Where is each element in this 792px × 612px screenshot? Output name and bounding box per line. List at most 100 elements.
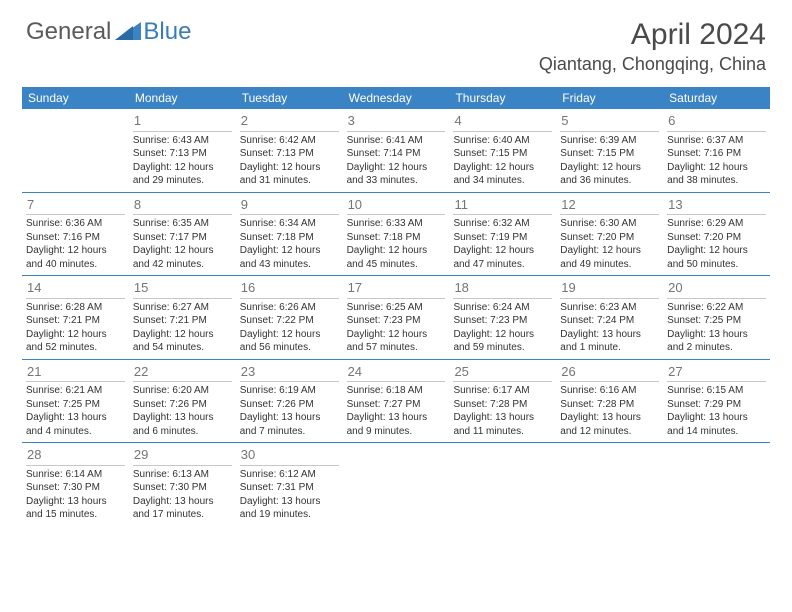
sunset-line: Sunset: 7:26 PM bbox=[240, 398, 339, 412]
calendar-day-cell: 29Sunrise: 6:13 AMSunset: 7:30 PMDayligh… bbox=[129, 443, 236, 526]
brand-logo: General Blue bbox=[26, 18, 191, 46]
sunrise-line: Sunrise: 6:27 AM bbox=[133, 301, 232, 315]
daylight-line: Daylight: 13 hours and 7 minutes. bbox=[240, 411, 339, 438]
sunset-line: Sunset: 7:13 PM bbox=[133, 147, 232, 161]
calendar-week-row: 21Sunrise: 6:21 AMSunset: 7:25 PMDayligh… bbox=[22, 360, 770, 444]
calendar-day-cell: 20Sunrise: 6:22 AMSunset: 7:25 PMDayligh… bbox=[663, 276, 770, 359]
calendar-week-row: 14Sunrise: 6:28 AMSunset: 7:21 PMDayligh… bbox=[22, 276, 770, 360]
calendar-day-cell: 30Sunrise: 6:12 AMSunset: 7:31 PMDayligh… bbox=[236, 443, 343, 526]
sunset-line: Sunset: 7:23 PM bbox=[453, 314, 552, 328]
calendar-day-cell: 2Sunrise: 6:42 AMSunset: 7:13 PMDaylight… bbox=[236, 109, 343, 192]
calendar-day-cell: 16Sunrise: 6:26 AMSunset: 7:22 PMDayligh… bbox=[236, 276, 343, 359]
daylight-line: Daylight: 12 hours and 45 minutes. bbox=[347, 244, 446, 271]
sunset-line: Sunset: 7:30 PM bbox=[26, 481, 125, 495]
sunset-line: Sunset: 7:18 PM bbox=[240, 231, 339, 245]
sunset-line: Sunset: 7:16 PM bbox=[667, 147, 766, 161]
sunrise-line: Sunrise: 6:42 AM bbox=[240, 134, 339, 148]
sunrise-line: Sunrise: 6:18 AM bbox=[347, 384, 446, 398]
daylight-line: Daylight: 12 hours and 38 minutes. bbox=[667, 161, 766, 188]
weekday-header-cell: Saturday bbox=[663, 87, 770, 109]
day-number: 3 bbox=[347, 111, 446, 132]
sunrise-line: Sunrise: 6:19 AM bbox=[240, 384, 339, 398]
day-number: 25 bbox=[453, 362, 552, 383]
sunrise-line: Sunrise: 6:33 AM bbox=[347, 217, 446, 231]
daylight-line: Daylight: 12 hours and 54 minutes. bbox=[133, 328, 232, 355]
calendar-day-cell: 15Sunrise: 6:27 AMSunset: 7:21 PMDayligh… bbox=[129, 276, 236, 359]
daylight-line: Daylight: 13 hours and 6 minutes. bbox=[133, 411, 232, 438]
page-header: General Blue April 2024 Qiantang, Chongq… bbox=[0, 0, 792, 83]
day-number: 1 bbox=[133, 111, 232, 132]
calendar-day-cell: 5Sunrise: 6:39 AMSunset: 7:15 PMDaylight… bbox=[556, 109, 663, 192]
day-number: 17 bbox=[347, 278, 446, 299]
daylight-line: Daylight: 12 hours and 33 minutes. bbox=[347, 161, 446, 188]
daylight-line: Daylight: 12 hours and 56 minutes. bbox=[240, 328, 339, 355]
daylight-line: Daylight: 13 hours and 19 minutes. bbox=[240, 495, 339, 522]
sunset-line: Sunset: 7:26 PM bbox=[133, 398, 232, 412]
calendar-day-cell: 9Sunrise: 6:34 AMSunset: 7:18 PMDaylight… bbox=[236, 193, 343, 276]
daylight-line: Daylight: 12 hours and 57 minutes. bbox=[347, 328, 446, 355]
daylight-line: Daylight: 13 hours and 9 minutes. bbox=[347, 411, 446, 438]
day-number: 28 bbox=[26, 445, 125, 466]
daylight-line: Daylight: 12 hours and 50 minutes. bbox=[667, 244, 766, 271]
sunrise-line: Sunrise: 6:40 AM bbox=[453, 134, 552, 148]
calendar-week-row: 7Sunrise: 6:36 AMSunset: 7:16 PMDaylight… bbox=[22, 193, 770, 277]
calendar-day-cell: 21Sunrise: 6:21 AMSunset: 7:25 PMDayligh… bbox=[22, 360, 129, 443]
day-number: 27 bbox=[667, 362, 766, 383]
sunrise-line: Sunrise: 6:21 AM bbox=[26, 384, 125, 398]
brand-part1: General bbox=[26, 18, 111, 46]
daylight-line: Daylight: 13 hours and 14 minutes. bbox=[667, 411, 766, 438]
day-number: 8 bbox=[133, 195, 232, 216]
day-number: 9 bbox=[240, 195, 339, 216]
calendar-day-cell: 22Sunrise: 6:20 AMSunset: 7:26 PMDayligh… bbox=[129, 360, 236, 443]
calendar-day-cell: 14Sunrise: 6:28 AMSunset: 7:21 PMDayligh… bbox=[22, 276, 129, 359]
daylight-line: Daylight: 13 hours and 2 minutes. bbox=[667, 328, 766, 355]
sunrise-line: Sunrise: 6:30 AM bbox=[560, 217, 659, 231]
sunset-line: Sunset: 7:14 PM bbox=[347, 147, 446, 161]
calendar-day-cell: 8Sunrise: 6:35 AMSunset: 7:17 PMDaylight… bbox=[129, 193, 236, 276]
sunrise-line: Sunrise: 6:39 AM bbox=[560, 134, 659, 148]
weekday-header-cell: Wednesday bbox=[343, 87, 450, 109]
daylight-line: Daylight: 12 hours and 43 minutes. bbox=[240, 244, 339, 271]
calendar-day-cell: 18Sunrise: 6:24 AMSunset: 7:23 PMDayligh… bbox=[449, 276, 556, 359]
calendar-day-cell: 7Sunrise: 6:36 AMSunset: 7:16 PMDaylight… bbox=[22, 193, 129, 276]
calendar-week-row: 1Sunrise: 6:43 AMSunset: 7:13 PMDaylight… bbox=[22, 109, 770, 193]
calendar-day-cell: 1Sunrise: 6:43 AMSunset: 7:13 PMDaylight… bbox=[129, 109, 236, 192]
calendar-day-cell: 13Sunrise: 6:29 AMSunset: 7:20 PMDayligh… bbox=[663, 193, 770, 276]
sunset-line: Sunset: 7:25 PM bbox=[667, 314, 766, 328]
sunrise-line: Sunrise: 6:29 AM bbox=[667, 217, 766, 231]
daylight-line: Daylight: 13 hours and 11 minutes. bbox=[453, 411, 552, 438]
sunrise-line: Sunrise: 6:43 AM bbox=[133, 134, 232, 148]
sunset-line: Sunset: 7:28 PM bbox=[453, 398, 552, 412]
sunset-line: Sunset: 7:20 PM bbox=[560, 231, 659, 245]
day-number: 22 bbox=[133, 362, 232, 383]
weekday-header-cell: Thursday bbox=[449, 87, 556, 109]
daylight-line: Daylight: 12 hours and 34 minutes. bbox=[453, 161, 552, 188]
day-number: 19 bbox=[560, 278, 659, 299]
sunrise-line: Sunrise: 6:14 AM bbox=[26, 468, 125, 482]
daylight-line: Daylight: 12 hours and 52 minutes. bbox=[26, 328, 125, 355]
weekday-header-cell: Tuesday bbox=[236, 87, 343, 109]
calendar-day-cell: 24Sunrise: 6:18 AMSunset: 7:27 PMDayligh… bbox=[343, 360, 450, 443]
day-number: 16 bbox=[240, 278, 339, 299]
calendar-day-cell: 26Sunrise: 6:16 AMSunset: 7:28 PMDayligh… bbox=[556, 360, 663, 443]
sunset-line: Sunset: 7:23 PM bbox=[347, 314, 446, 328]
day-number: 30 bbox=[240, 445, 339, 466]
sunset-line: Sunset: 7:13 PM bbox=[240, 147, 339, 161]
sunset-line: Sunset: 7:27 PM bbox=[347, 398, 446, 412]
day-number: 4 bbox=[453, 111, 552, 132]
day-number: 6 bbox=[667, 111, 766, 132]
sunrise-line: Sunrise: 6:22 AM bbox=[667, 301, 766, 315]
sunrise-line: Sunrise: 6:32 AM bbox=[453, 217, 552, 231]
sunrise-line: Sunrise: 6:35 AM bbox=[133, 217, 232, 231]
sunset-line: Sunset: 7:20 PM bbox=[667, 231, 766, 245]
day-number: 11 bbox=[453, 195, 552, 216]
daylight-line: Daylight: 12 hours and 36 minutes. bbox=[560, 161, 659, 188]
sunset-line: Sunset: 7:15 PM bbox=[560, 147, 659, 161]
weekday-header-row: SundayMondayTuesdayWednesdayThursdayFrid… bbox=[22, 87, 770, 109]
calendar-day-cell: 17Sunrise: 6:25 AMSunset: 7:23 PMDayligh… bbox=[343, 276, 450, 359]
sunrise-line: Sunrise: 6:16 AM bbox=[560, 384, 659, 398]
daylight-line: Daylight: 12 hours and 47 minutes. bbox=[453, 244, 552, 271]
sunset-line: Sunset: 7:19 PM bbox=[453, 231, 552, 245]
sunset-line: Sunset: 7:22 PM bbox=[240, 314, 339, 328]
sunset-line: Sunset: 7:21 PM bbox=[26, 314, 125, 328]
